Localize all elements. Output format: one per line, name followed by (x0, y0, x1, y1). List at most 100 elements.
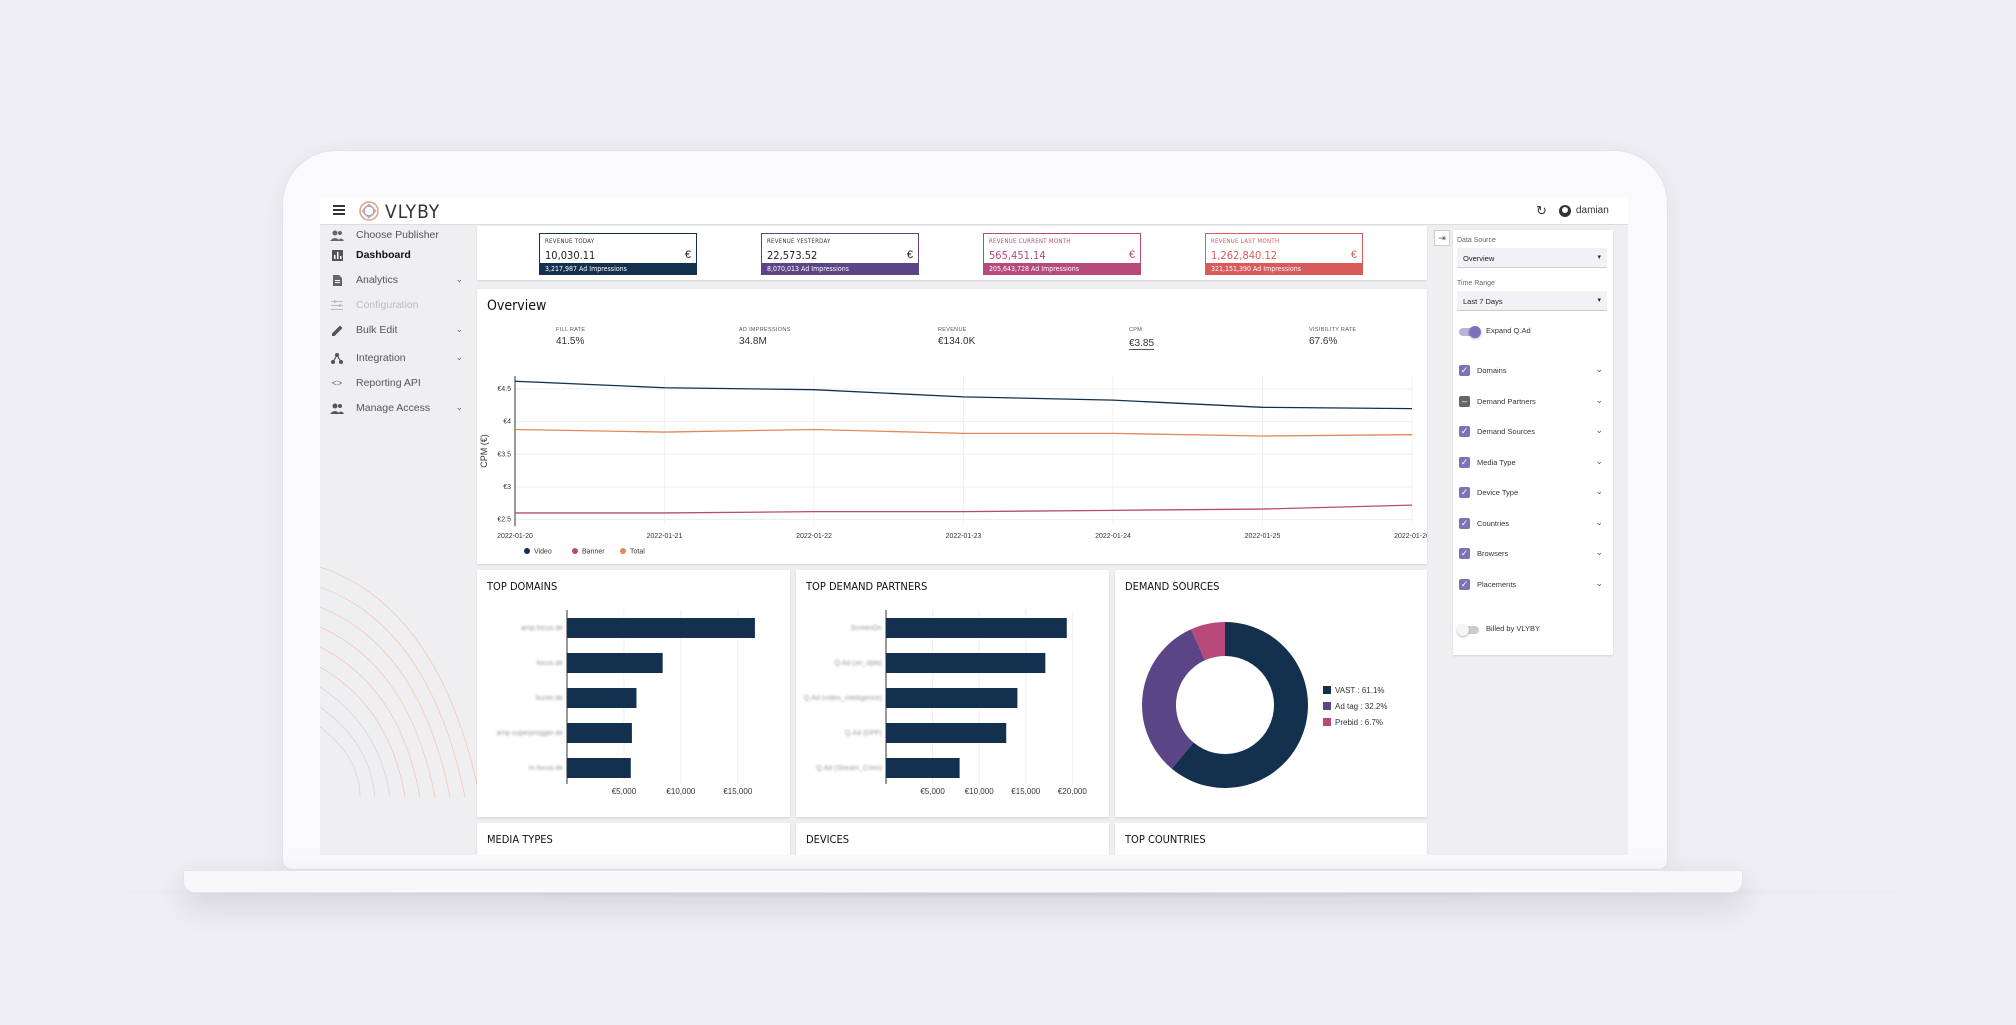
top-demand-partners-chart: €5,000 €10,000 €15,000 €20,000 ScreenOn Q.Ad … (804, 610, 1087, 796)
chevron-down-icon: ⌄ (455, 274, 463, 284)
filter-domains[interactable]: ✓ Domains ⌄ (1457, 364, 1607, 378)
filter-placements[interactable]: ✓ Placements ⌄ (1457, 578, 1607, 592)
legend-marker (1323, 718, 1331, 726)
kpi-label: REVENUE LAST MONTH (1211, 238, 1280, 245)
kpi-revenue-yesterday[interactable]: REVENUE YESTERDAY 22,573.52 € 8,070,013 … (761, 233, 919, 275)
filter-checkbox[interactable]: ✓ (1459, 426, 1470, 437)
kpi-label: REVENUE TODAY (545, 238, 595, 245)
kpi-revenue-today[interactable]: REVENUE TODAY 10,030.11 € 3,217,987 Ad I… (539, 233, 697, 275)
chevron-down-icon[interactable]: ⌄ (1595, 547, 1603, 557)
chevron-down-icon[interactable]: ⌄ (1595, 455, 1603, 466)
metric-revenue[interactable]: REVENUE €134.0K (938, 327, 975, 347)
sidebar-item-integration[interactable]: Integration ⌄ (330, 349, 465, 367)
laptop-base (183, 870, 1743, 893)
chevron-down-icon[interactable]: ⌄ (1595, 394, 1603, 405)
app-screen: VLYBY ↻ damian Choose Publisher Dashboar… (320, 197, 1628, 855)
metric-value: €134.0K (938, 336, 976, 347)
data-source-value: Overview (1463, 254, 1495, 263)
cpm-line-chart: €2.5 €3 €3.5 €4 €4.5 2022-01-20 2022-01-21 2022… (479, 376, 1427, 556)
refresh-icon[interactable]: ↻ (1536, 203, 1547, 218)
filter-countries[interactable]: ✓ Countries ⌄ (1457, 517, 1607, 531)
sidebar-item-label: Manage Access (356, 402, 431, 414)
bar (886, 723, 1007, 743)
bar (567, 618, 755, 638)
brand-logo-icon (359, 201, 379, 221)
chevron-down-icon[interactable]: ⌄ (1595, 486, 1603, 496)
time-range-select[interactable]: Last 7 Days ▾ (1457, 291, 1607, 311)
category-label: amp.focus.de (521, 625, 563, 632)
legend-label: Banner (582, 549, 605, 556)
x-tick-label: €10,000 (965, 787, 994, 796)
legend-marker (1323, 686, 1331, 694)
filter-checkbox[interactable]: ✓ (1459, 548, 1470, 559)
panel-title: TOP COUNTRIES (1125, 833, 1206, 846)
y-tick-label: €4 (503, 419, 511, 426)
kpi-revenue-current-month[interactable]: REVENUE CURRENT MONTH 565,451.14 € 205,6… (983, 233, 1141, 275)
sidebar-item-dashboard[interactable]: Dashboard (330, 246, 465, 264)
kpi-revenue-last-month[interactable]: REVENUE LAST MONTH 1,262,840.12 € 321,15… (1205, 233, 1363, 275)
metric-cpm[interactable]: CPM €3.85 (1129, 327, 1155, 351)
filter-label: Placements (1477, 579, 1517, 589)
x-tick-label: €5,000 (920, 787, 945, 796)
sidebar: Choose Publisher Dashboard Analytics ⌄ C… (320, 226, 470, 855)
metric-fill-rate[interactable]: FILL RATE 41.5% (556, 327, 585, 347)
metric-value: €3.85 (1129, 338, 1155, 350)
filter-label: Device Type (1477, 488, 1519, 497)
chevron-down-icon[interactable]: ⌄ (1595, 516, 1603, 527)
kpi-value: 22,573.52 (767, 249, 818, 262)
billed-by-vlyby-toggle[interactable] (1457, 624, 1479, 636)
sidebar-item-analytics[interactable]: Analytics ⌄ (330, 271, 465, 289)
metric-value: 41.5% (556, 336, 585, 347)
filter-label: Demand Sources (1477, 427, 1535, 436)
metric-visibility-rate[interactable]: VISIBILITY RATE 67.6% (1309, 327, 1356, 347)
chevron-down-icon[interactable]: ⌄ (1595, 577, 1603, 588)
sidebar-item-bulk-edit[interactable]: Bulk Edit ⌄ (330, 321, 465, 339)
filter-demand-partners[interactable]: – Demand Partners ⌄ (1457, 395, 1607, 409)
sidebar-item-reporting-api[interactable]: <> Reporting API (330, 374, 465, 392)
time-range-value: Last 7 Days (1463, 297, 1503, 306)
account-icon[interactable] (1559, 205, 1571, 217)
time-range-label: Time Range (1457, 280, 1495, 287)
data-source-select[interactable]: Overview ▾ (1457, 248, 1607, 268)
filter-media-type[interactable]: ✓ Media Type ⌄ (1457, 456, 1607, 470)
collapse-filter-icon[interactable]: ⇥ (1434, 230, 1450, 246)
filter-checkbox[interactable]: ✓ (1459, 517, 1470, 529)
bar (886, 653, 1046, 673)
metric-ad-impressions[interactable]: AD IMPRESSIONS 34.8M (739, 327, 791, 347)
legend-label: Total (630, 549, 645, 556)
people-icon (330, 230, 344, 241)
category-label: bunte.de (536, 695, 563, 702)
bar (886, 758, 960, 778)
kpi-value: 10,030.11 (545, 249, 596, 262)
category-label: Q.Ad (on_dpla) (835, 660, 882, 667)
filter-demand-sources[interactable]: ✓ Demand Sources ⌄ (1457, 425, 1607, 439)
sidebar-item-choose-publisher[interactable]: Choose Publisher (330, 226, 465, 244)
filter-browsers[interactable]: ✓ Browsers ⌄ (1457, 547, 1607, 561)
chevron-down-icon[interactable]: ⌄ (1595, 425, 1603, 435)
toggle-knob (1457, 624, 1469, 636)
panel-title: DEVICES (806, 833, 850, 846)
top-bar: VLYBY ↻ damian (320, 197, 1628, 225)
filter-checkbox[interactable]: ✓ (1459, 578, 1470, 590)
filter-checkbox[interactable]: ✓ (1459, 487, 1470, 498)
bar (886, 618, 1067, 638)
category-label: ScreenOn (850, 625, 882, 632)
metric-value: 67.6% (1309, 336, 1338, 347)
menu-icon[interactable] (333, 205, 345, 215)
bar (886, 688, 1018, 708)
x-tick-label: 2022-01-22 (796, 533, 832, 540)
filter-checkbox[interactable]: – (1459, 395, 1470, 407)
chevron-down-icon: ⌄ (455, 324, 463, 334)
chevron-down-icon[interactable]: ⌄ (1595, 364, 1603, 374)
category-label: Q.Ad (Stream_Conn) (816, 765, 882, 772)
expand-qad-toggle[interactable] (1459, 326, 1481, 338)
user-name[interactable]: damian (1576, 205, 1609, 216)
filter-checkbox[interactable]: ✓ (1459, 365, 1470, 376)
x-tick-label: €20,000 (1058, 787, 1087, 796)
legend-marker (1323, 702, 1331, 710)
kpi-impressions: 321,151,390 Ad Impressions (1206, 263, 1362, 274)
filter-device-type[interactable]: ✓ Device Type ⌄ (1457, 486, 1607, 500)
x-tick-label: €10,000 (666, 787, 695, 796)
filter-checkbox[interactable]: ✓ (1459, 456, 1470, 468)
sidebar-item-manage-access[interactable]: Manage Access ⌄ (330, 399, 465, 417)
